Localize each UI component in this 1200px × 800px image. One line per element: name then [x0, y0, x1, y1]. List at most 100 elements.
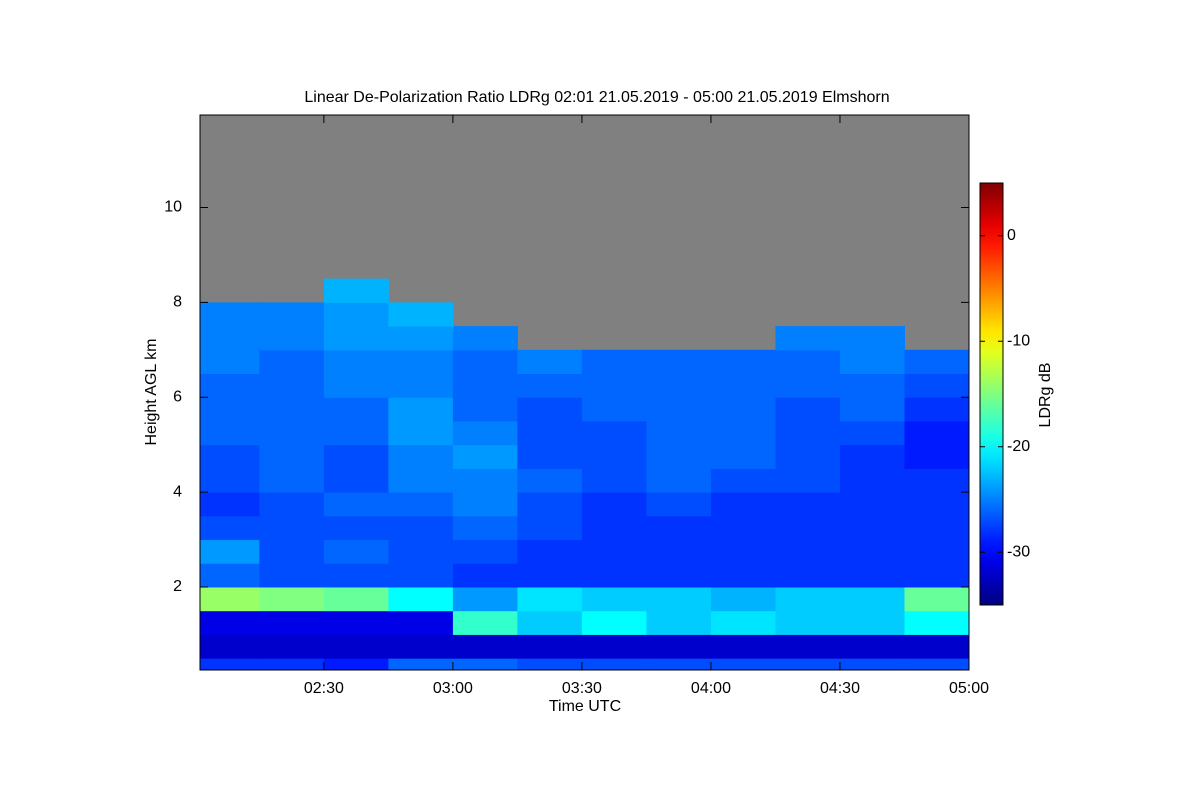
y-tick-label: 10: [164, 199, 182, 216]
heatmap-cell: [388, 563, 454, 588]
heatmap-cell: [259, 492, 325, 517]
heatmap-cell: [839, 349, 905, 375]
plot-frame: [199, 114, 970, 671]
heatmap-cell: [710, 373, 776, 398]
heatmap-cell: [259, 326, 325, 351]
x-tick-label: 02:30: [304, 680, 344, 697]
heatmap-cell: [839, 634, 905, 659]
heatmap-cell: [839, 373, 905, 398]
heatmap-cell: [323, 326, 389, 351]
heatmap-cell: [839, 586, 905, 612]
heatmap-cell: [388, 420, 454, 446]
heatmap-cell: [452, 563, 518, 588]
heatmap-cell: [388, 302, 454, 327]
heatmap-cell: [388, 634, 454, 659]
heatmap-cell: [323, 420, 389, 446]
heatmap-cell: [839, 563, 905, 588]
heatmap-cell: [323, 515, 389, 541]
heatmap-cell: [581, 444, 647, 469]
heatmap-cell: [646, 444, 712, 469]
heatmap-cell: [775, 515, 841, 541]
heatmap-cell: [710, 444, 776, 469]
heatmap-cell: [259, 349, 325, 375]
heatmap-cell: [200, 468, 260, 493]
heatmap-cell: [323, 302, 389, 327]
heatmap-cell: [323, 539, 389, 564]
colorbar-tick-label: 0: [1007, 227, 1016, 244]
heatmap-cell: [775, 634, 841, 659]
heatmap-cell: [710, 397, 776, 422]
heatmap-cell: [581, 420, 647, 446]
heatmap-cell: [581, 373, 647, 398]
heatmap-cell: [646, 586, 712, 612]
heatmap-cell: [710, 492, 776, 517]
heatmap-cell: [904, 563, 970, 588]
heatmap-cell: [839, 539, 905, 564]
y-tick-label: 8: [173, 294, 182, 311]
heatmap-cell: [904, 586, 970, 612]
heatmap-cell: [581, 468, 647, 493]
heatmap-cell: [388, 658, 454, 671]
heatmap-cell: [646, 468, 712, 493]
heatmap-cell: [839, 515, 905, 541]
heatmap-cell: [323, 492, 389, 517]
heatmap-cell: [710, 610, 776, 635]
heatmap-cell: [646, 634, 712, 659]
heatmap-cell: [775, 349, 841, 375]
heatmap-cell: [452, 397, 518, 422]
heatmap-cell: [839, 658, 905, 671]
heatmap-cell: [710, 420, 776, 446]
heatmap-cell: [775, 658, 841, 671]
heatmap-cell: [517, 658, 583, 671]
colorbar: [979, 182, 1004, 606]
heatmap-cell: [200, 420, 260, 446]
heatmap-cell: [200, 302, 260, 327]
heatmap-cell: [710, 634, 776, 659]
heatmap-cell: [200, 515, 260, 541]
plot-area: [200, 115, 970, 671]
heatmap-cell: [200, 397, 260, 422]
heatmap-cell: [904, 397, 970, 422]
heatmap-cell: [323, 349, 389, 375]
heatmap-cell: [646, 420, 712, 446]
heatmap-cell: [388, 397, 454, 422]
heatmap-cell: [775, 539, 841, 564]
heatmap-cell: [200, 349, 260, 375]
heatmap-cell: [200, 326, 260, 351]
heatmap-cell: [581, 586, 647, 612]
y-tick-label: 6: [173, 388, 182, 405]
heatmap-cell: [259, 610, 325, 635]
heatmap-cell: [323, 634, 389, 659]
heatmap-cell: [839, 444, 905, 469]
heatmap-cell: [259, 658, 325, 671]
y-tick-label: 2: [173, 578, 182, 595]
heatmap-cell: [388, 610, 454, 635]
heatmap-cell: [517, 492, 583, 517]
heatmap-cell: [323, 610, 389, 635]
heatmap-cell: [452, 586, 518, 612]
heatmap-cell: [259, 420, 325, 446]
heatmap-cell: [904, 373, 970, 398]
heatmap-cell: [200, 492, 260, 517]
heatmap-cell: [388, 326, 454, 351]
heatmap-cell: [517, 634, 583, 659]
heatmap-cell: [710, 539, 776, 564]
heatmap-cell: [388, 349, 454, 375]
heatmap-cell: [904, 444, 970, 469]
heatmap-cell: [323, 278, 389, 303]
colorbar-tick-label: -20: [1007, 438, 1030, 455]
heatmap-cell: [323, 444, 389, 469]
heatmap-cell: [388, 468, 454, 493]
heatmap-cell: [646, 492, 712, 517]
heatmap-cell: [200, 658, 260, 671]
heatmap-cell: [452, 515, 518, 541]
heatmap-cell: [452, 420, 518, 446]
heatmap-cell: [452, 373, 518, 398]
heatmap-cell: [646, 539, 712, 564]
heatmap-cell: [710, 468, 776, 493]
heatmap-cell: [452, 634, 518, 659]
heatmap-cell: [775, 563, 841, 588]
heatmap-cell: [775, 420, 841, 446]
heatmap-cell: [646, 563, 712, 588]
heatmap-cell: [323, 563, 389, 588]
